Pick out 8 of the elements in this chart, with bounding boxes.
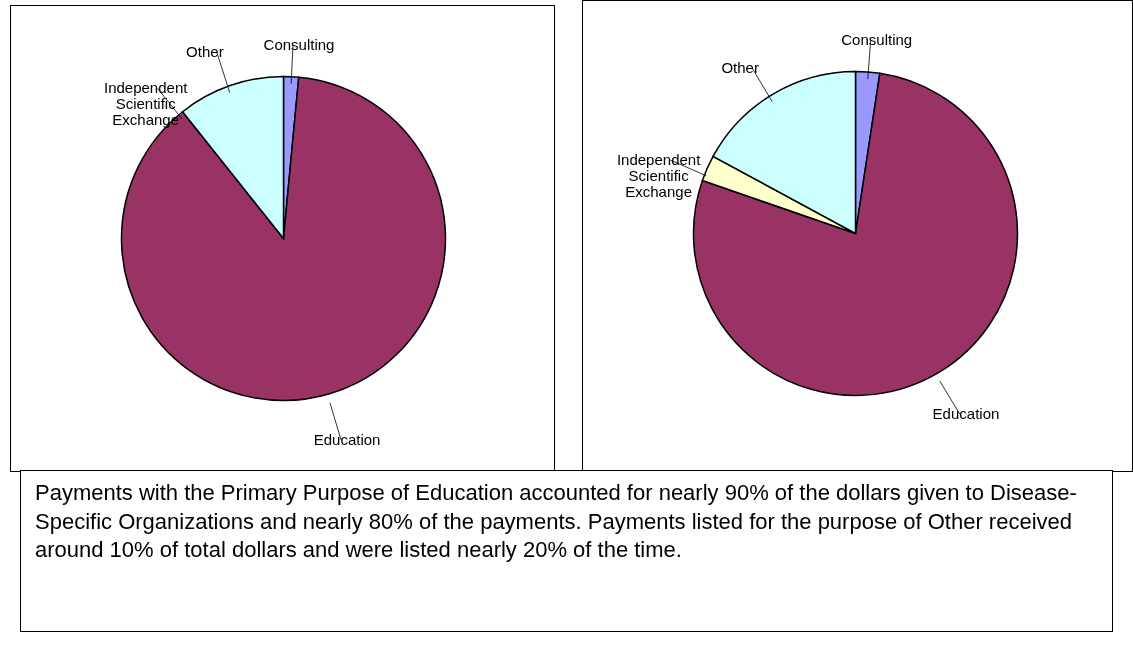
slice-label: Consulting [841, 31, 913, 49]
slice-label: Independent Scientific Exchange [616, 151, 702, 201]
text: Payments with the Primary Purpose of Education accounted for nearly 90% of the dollars given to Disease-Specific Organizations and nearly 80% of the payments. Payments listed for the purpose of Other received around 10% of total dollars and were listed nearly 20% of the time. [35, 479, 1078, 565]
slice-label: Other [186, 43, 224, 61]
slice-label: Other [721, 58, 759, 76]
slice-label: Education [313, 431, 381, 449]
slice-label: Consulting [263, 35, 335, 53]
slice-label: Education [932, 405, 1000, 423]
